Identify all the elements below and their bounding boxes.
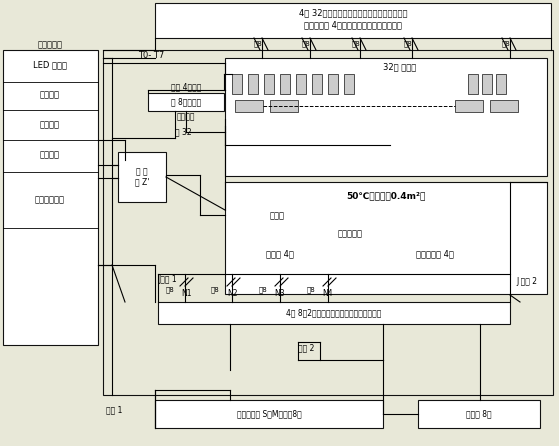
Text: 各8: 各8 [211, 287, 219, 293]
Text: 各8: 各8 [404, 41, 413, 47]
Text: 各8: 各8 [254, 41, 262, 47]
Text: （仿真输入 4种不同状态组合的温差信号）: （仿真输入 4种不同状态组合的温差信号） [304, 21, 402, 29]
Bar [248, 74, 258, 94]
Text: 各8: 各8 [259, 287, 267, 293]
Bar [328, 74, 338, 94]
Text: N2: N2 [227, 289, 237, 297]
Bar [118, 152, 166, 202]
Bar [312, 74, 322, 94]
Bar [225, 182, 547, 294]
Text: 50℃温度箱（0.4m²）: 50℃温度箱（0.4m²） [347, 191, 426, 201]
Bar [225, 58, 547, 176]
Text: 4套 8选2模拟压缩机、加热器输出通道切换: 4套 8选2模拟压缩机、加热器输出通道切换 [286, 309, 382, 318]
Text: J欠温 1: J欠温 1 [158, 276, 177, 285]
Text: 加热器 4套: 加热器 4套 [266, 249, 294, 259]
Text: 超温 2: 超温 2 [298, 343, 314, 352]
Bar [148, 93, 224, 111]
Text: T0- T7: T0- T7 [138, 50, 164, 59]
Bar [270, 100, 298, 112]
Text: 超温 1: 超温 1 [106, 405, 122, 414]
Bar [280, 74, 290, 94]
Text: 各8: 各8 [352, 41, 361, 47]
Bar [496, 74, 506, 94]
Text: 电源 4路各驱: 电源 4路各驱 [171, 83, 201, 91]
Bar [235, 100, 263, 112]
Text: 各8: 各8 [302, 41, 310, 47]
Bar [158, 302, 510, 324]
Text: J 欠温 2: J 欠温 2 [516, 277, 537, 286]
Text: 按键电路: 按键电路 [40, 91, 60, 99]
Bar [490, 100, 518, 112]
Text: LED 显示器: LED 显示器 [33, 61, 67, 70]
Text: 压机主绕组 4套: 压机主绕组 4套 [416, 249, 454, 259]
Bar [232, 74, 242, 94]
Text: 32套 电路板: 32套 电路板 [383, 62, 416, 71]
Text: 负载输出: 负载输出 [177, 112, 195, 121]
Text: 各8: 各8 [165, 287, 174, 293]
Text: 箱温输入: 箱温输入 [40, 120, 60, 129]
Text: 箱内供热源: 箱内供热源 [338, 230, 362, 239]
Text: 试验控制器: 试验控制器 [37, 41, 63, 50]
Text: 感温头: 感温头 [270, 211, 285, 220]
Bar [296, 74, 306, 94]
Text: N1: N1 [182, 289, 192, 297]
Bar [482, 74, 492, 94]
Text: N4: N4 [323, 289, 333, 297]
Bar [455, 100, 483, 112]
Text: 各8: 各8 [307, 287, 315, 293]
Text: 加热器 8套: 加热器 8套 [466, 409, 492, 418]
Bar [344, 74, 354, 94]
Text: 负载均衡分配: 负载均衡分配 [35, 195, 65, 205]
Text: 继 电
器 Z': 继 电 器 Z' [135, 167, 149, 187]
Bar [155, 3, 551, 38]
Bar [468, 74, 478, 94]
Bar [103, 50, 553, 395]
Text: 恒温控制: 恒温控制 [40, 150, 60, 160]
Bar [418, 400, 540, 428]
Text: N3: N3 [274, 289, 285, 297]
Text: 动 8套电路板: 动 8套电路板 [171, 98, 201, 107]
Bar [264, 74, 274, 94]
Text: 模拟压缩机 S、M线组各8套: 模拟压缩机 S、M线组各8套 [236, 409, 301, 418]
Text: 4组 32套电路板的冷藏、冷冻、化霜温差信号: 4组 32套电路板的冷藏、冷冻、化霜温差信号 [299, 8, 408, 17]
Bar [155, 400, 383, 428]
Bar [3, 50, 98, 345]
Text: 各 32: 各 32 [175, 128, 192, 136]
Text: 各8: 各8 [501, 41, 510, 47]
